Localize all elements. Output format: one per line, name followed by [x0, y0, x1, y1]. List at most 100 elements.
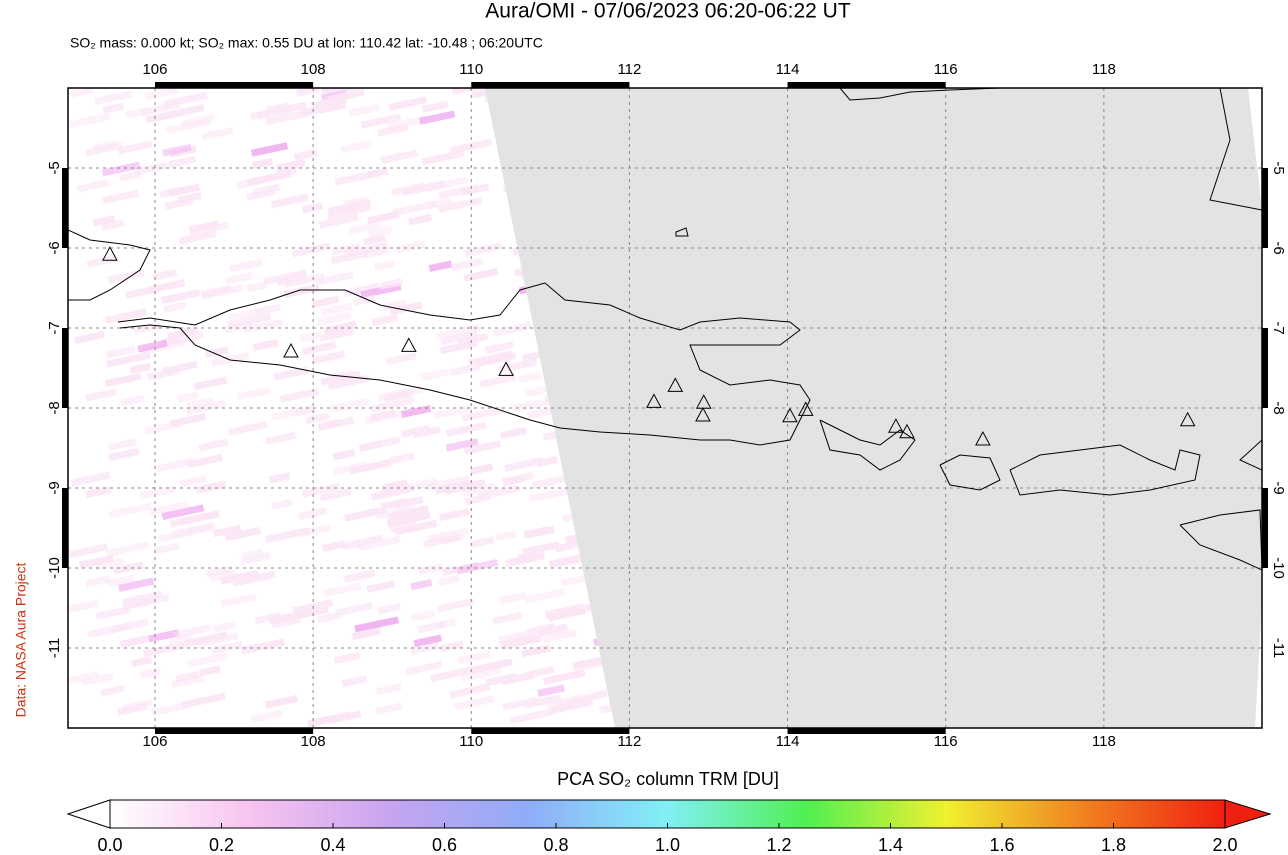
so2-pixel	[357, 535, 401, 552]
so2-pixel	[249, 109, 271, 121]
so2-pixel	[294, 405, 316, 417]
so2-pixel	[198, 438, 229, 452]
so2-pixel	[186, 453, 223, 469]
frame-segment	[471, 82, 630, 88]
x-tick-label: 108	[301, 733, 326, 750]
so2-pixel	[68, 599, 99, 613]
so2-pixel	[408, 213, 433, 226]
so2-pixel	[498, 358, 538, 374]
so2-pixel	[439, 640, 464, 653]
so2-pixel	[389, 301, 423, 315]
so2-pixel	[479, 373, 516, 388]
so2-pixel	[169, 413, 207, 428]
so2-pixel	[211, 352, 250, 367]
so2-pixel	[186, 397, 215, 410]
so2-pixel	[560, 574, 587, 587]
so2-pixel	[104, 372, 142, 388]
so2-pixel	[146, 279, 186, 294]
so2-pixel	[509, 708, 555, 725]
coastline	[1009, 444, 1201, 496]
so2-pixel	[220, 569, 259, 585]
so2-pixel	[312, 295, 340, 308]
so2-pixel	[371, 313, 399, 327]
so2-pixel	[320, 88, 365, 96]
title: Aura/OMI - 07/06/2023 06:20-06:22 UT	[485, 0, 851, 23]
so2-pixel	[118, 170, 141, 182]
so2-pixel	[181, 113, 216, 128]
so2-pixel	[370, 396, 415, 413]
so2-pixel	[421, 368, 449, 381]
y-tick-label: -7	[46, 321, 63, 334]
x-tick-label: 106	[142, 733, 167, 750]
so2-pixel	[176, 391, 199, 403]
so2-pixel	[297, 507, 328, 521]
so2-pixel	[211, 640, 244, 655]
so2-pixel	[331, 242, 361, 256]
so2-pixel	[469, 463, 494, 475]
volcano-marker	[400, 337, 417, 352]
so2-pixel	[240, 638, 285, 655]
so2-pixel	[151, 701, 188, 717]
so2-pixel	[394, 496, 424, 509]
so2-pixel	[375, 504, 417, 520]
colorbar-tick-label: 1.4	[878, 835, 903, 855]
so2-pixel	[389, 452, 415, 464]
so2-pixel	[334, 169, 380, 186]
so2-pixel	[383, 389, 413, 403]
so2-pixel	[449, 683, 491, 699]
so2-pixel	[323, 320, 358, 335]
so2-pixel	[425, 176, 469, 192]
x-tick-label: 114	[776, 733, 800, 750]
so2-pixel	[412, 426, 441, 439]
so2-pixel	[379, 278, 403, 290]
so2-pixel	[327, 374, 370, 391]
so2-pixel	[171, 522, 213, 539]
so2-pixel	[544, 603, 585, 619]
so2-pixel	[360, 113, 402, 129]
so2-pixel	[445, 421, 487, 437]
colorbar-tick-label: 0.4	[320, 835, 345, 855]
colorbar-tick-label: 1.8	[1101, 835, 1126, 855]
so2-pixel	[340, 139, 373, 154]
so2-pixel	[94, 90, 133, 105]
so2-pixel	[328, 88, 365, 103]
so2-pixel	[107, 438, 137, 451]
so2-pixel	[531, 473, 575, 489]
y-tick-label: -6	[1270, 241, 1287, 254]
so2-pixel	[470, 658, 513, 674]
so2-pixel	[119, 634, 151, 648]
so2-pixel	[332, 448, 356, 461]
so2-pixel	[148, 629, 180, 643]
so2-pixel	[161, 143, 192, 157]
so2-pixel	[201, 126, 234, 141]
so2-pixel	[185, 399, 226, 415]
y-tick-label: -11	[1270, 638, 1287, 659]
y-tick-label: -9	[46, 481, 63, 494]
so2-pixel	[367, 210, 400, 225]
so2-pixel	[273, 366, 309, 381]
so2-pixel	[335, 601, 374, 617]
so2-pixel	[269, 472, 291, 484]
so2-pixel	[301, 482, 341, 498]
so2-pixel	[544, 693, 586, 710]
so2-pixel	[196, 632, 239, 648]
so2-pixel	[330, 249, 369, 265]
volcano-marker	[102, 246, 118, 261]
y-tick-label: -10	[1270, 557, 1287, 579]
so2-pixel	[297, 524, 332, 538]
so2-pixel	[135, 161, 168, 176]
so2-pixel	[174, 624, 211, 639]
so2-pixel	[225, 526, 262, 542]
so2-pixel	[528, 486, 572, 503]
so2-pixel	[318, 101, 347, 114]
so2-pixel	[342, 282, 380, 298]
so2-pixel	[375, 683, 402, 696]
so2-pixel	[70, 88, 94, 98]
y-tick-label: -7	[1270, 321, 1287, 334]
so2-pixel	[87, 622, 130, 639]
so2-pixel	[152, 269, 178, 281]
frame-segment	[787, 728, 946, 734]
so2-pixel	[525, 665, 555, 679]
so2-pixel	[228, 420, 268, 436]
so2-pixel	[193, 376, 227, 391]
